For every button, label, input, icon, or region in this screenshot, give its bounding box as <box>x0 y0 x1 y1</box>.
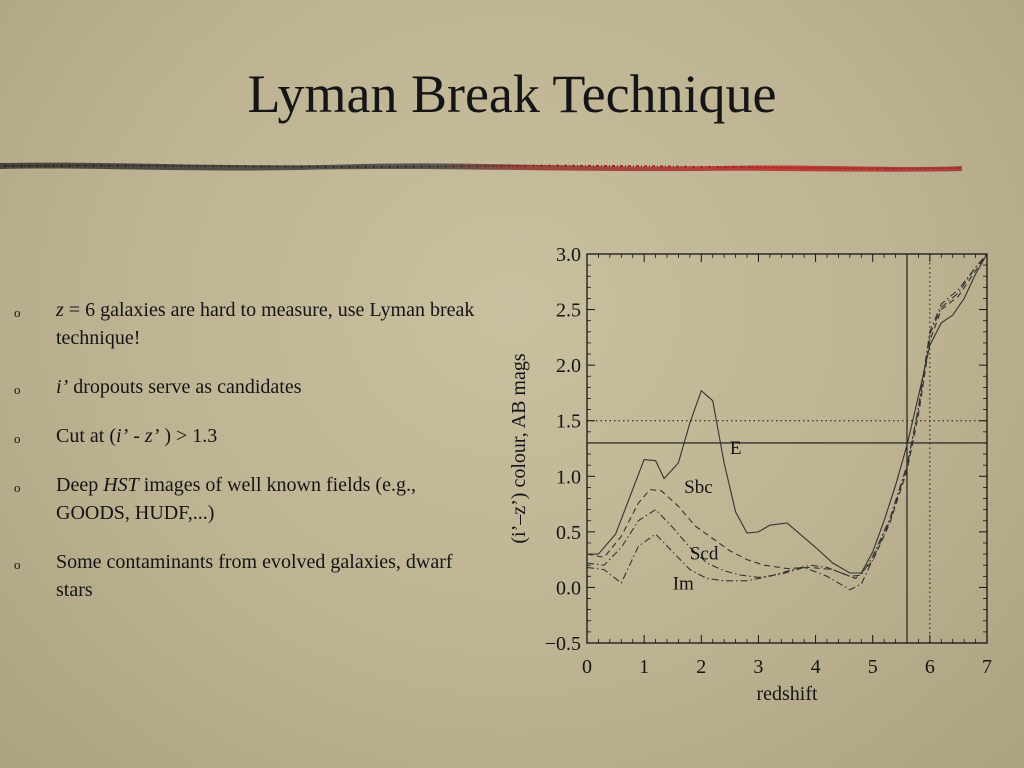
y-axis-label: (i’–z’) colour, AB mags <box>508 353 530 543</box>
x-tick-label: 6 <box>925 656 935 678</box>
series-line-scd <box>586 253 988 591</box>
y-tick-label: 2.5 <box>556 300 581 322</box>
series-line-sbc <box>586 253 988 580</box>
plot-frame <box>586 253 988 644</box>
bullet-item: o i’ dropouts serve as candidates <box>14 373 488 401</box>
series-line-im <box>586 253 988 584</box>
x-tick-label: 2 <box>696 656 706 678</box>
x-axis-label: redshift <box>756 683 818 705</box>
y-tick-label: −0.5 <box>545 633 581 655</box>
x-tick-label: 0 <box>582 656 592 678</box>
bullet-text: Deep HST images of well known fields (e.… <box>56 474 416 524</box>
y-tick-label: 1.5 <box>556 411 581 433</box>
bullet-text: Cut at (i’ - z’ ) > 1.3 <box>56 425 218 447</box>
y-tick-label: 0.5 <box>556 522 581 544</box>
y-tick-label: 3.0 <box>556 244 581 266</box>
series-label-sbc: Sbc <box>684 477 713 498</box>
x-tick-label: 4 <box>811 656 821 678</box>
decorative-divider <box>0 162 962 172</box>
slide-title: Lyman Break Technique <box>247 64 777 124</box>
bullet-marker-icon: o <box>14 431 21 446</box>
y-tick-label: 2.0 <box>556 355 581 377</box>
color-redshift-chart: 0 1 2 3 4 5 6 7 −0.5 0.0 0.5 1.0 1.5 2.0 2.5 3.0 E Sbc Scd… <box>508 244 992 705</box>
bullet-marker-icon: o <box>14 557 21 572</box>
series-line-e <box>587 253 988 574</box>
series-label-im: Im <box>673 574 694 595</box>
bullet-text: i’ dropouts serve as candidates <box>56 376 302 398</box>
bullet-item: o Deep HST images of well known fields (e… <box>14 471 488 527</box>
y-tick-label: 0.0 <box>556 577 581 599</box>
bullet-item: o Cut at (i’ - z’ ) > 1.3 <box>14 422 488 450</box>
bullet-item: o z = 6 galaxies are hard to measure, use… <box>14 296 488 352</box>
bullet-list: o z = 6 galaxies are hard to measure, use… <box>14 296 488 625</box>
x-tick-label: 3 <box>753 656 763 678</box>
x-tick-label: 1 <box>639 656 649 678</box>
bullet-text: Some contaminants from evolved galaxies,… <box>56 551 453 601</box>
bullet-item: o Some contaminants from evolved galaxies… <box>14 548 488 604</box>
x-tick-label: 7 <box>982 656 992 678</box>
bullet-marker-icon: o <box>14 305 21 320</box>
bullet-marker-icon: o <box>14 382 21 397</box>
series-label-e: E <box>730 438 742 459</box>
x-tick-label: 5 <box>868 656 878 678</box>
y-tick-label: 1.0 <box>556 466 581 488</box>
series-label-scd: Scd <box>690 544 719 565</box>
bullet-marker-icon: o <box>14 480 21 495</box>
bullet-text: z = 6 galaxies are hard to measure, use … <box>56 299 475 349</box>
